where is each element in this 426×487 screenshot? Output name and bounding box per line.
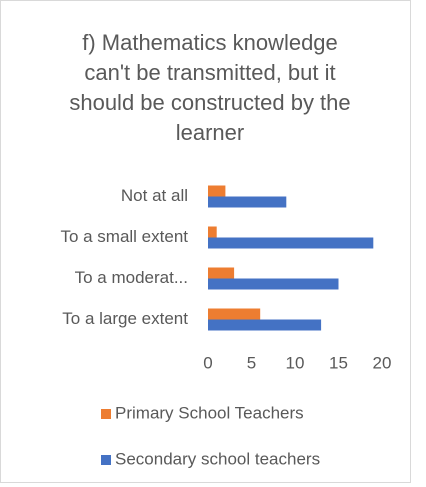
- bar: [208, 319, 322, 331]
- bar: [208, 196, 287, 208]
- x-tick-label: 20: [373, 353, 392, 372]
- x-tick-label: 0: [203, 353, 212, 372]
- bar: [208, 226, 217, 238]
- bar: [208, 278, 339, 290]
- chart-title: f) Mathematics knowledge can't be transm…: [69, 30, 351, 145]
- y-tick-label: Not at all: [121, 186, 188, 205]
- legend-label: Primary School Teachers: [115, 403, 304, 422]
- chart-border: [0, 0, 411, 483]
- y-tick-label: To a small extent: [60, 227, 188, 246]
- bar: [208, 185, 226, 197]
- x-tick-label: 15: [329, 353, 348, 372]
- y-tick-label: To a large extent: [62, 309, 188, 328]
- bar: [208, 308, 261, 320]
- x-tick-label: 10: [286, 353, 305, 372]
- legend-label: Secondary school teachers: [115, 449, 320, 468]
- bar: [208, 267, 235, 279]
- legend-swatch: [101, 455, 111, 465]
- legend-swatch: [101, 409, 111, 419]
- bar: [208, 237, 374, 249]
- x-tick-label: 5: [247, 353, 256, 372]
- y-tick-label: To a moderat...: [75, 268, 188, 287]
